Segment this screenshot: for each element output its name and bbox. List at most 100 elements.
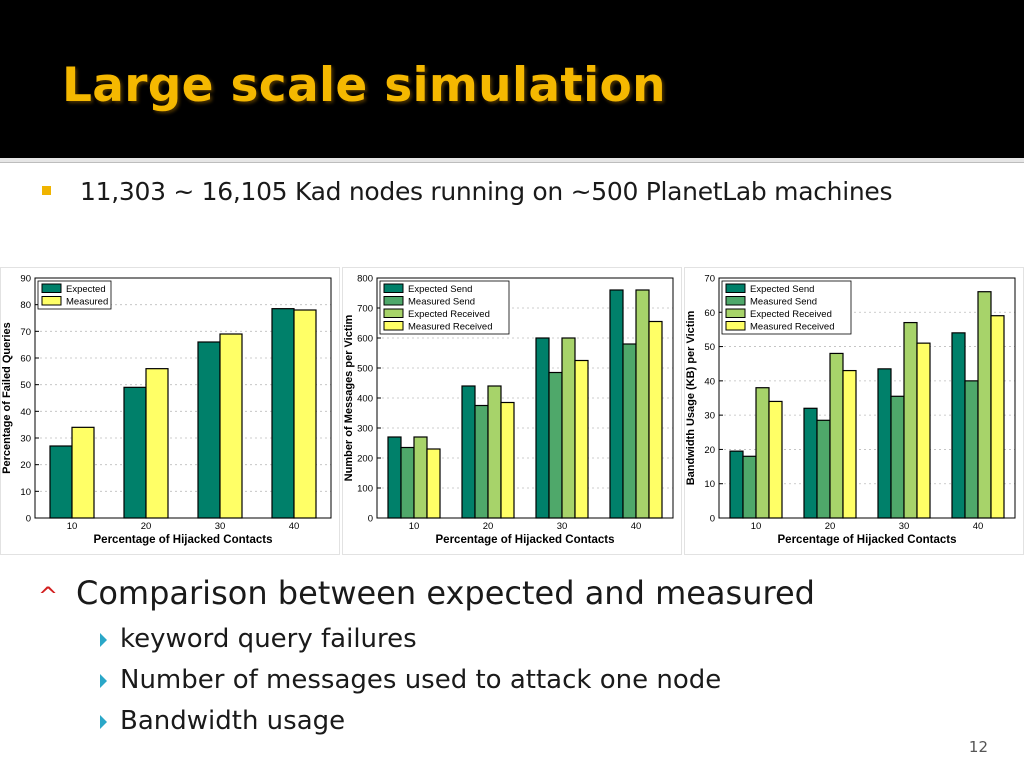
chart-bandwidth-usage: 0 10 20 30 40 50 60 70 10 20 30 40 Percentage of Hij… [684, 267, 1024, 555]
x-axis-label: Percentage of Hijacked Contacts [778, 534, 957, 546]
y-tick-label: 100 [357, 484, 373, 495]
legend-label: Expected Send [750, 284, 814, 295]
bullet-text-nodes: 11,303 ~ 16,105 Kad nodes running on ~50… [80, 177, 893, 206]
y-tick-label: 80 [20, 300, 31, 311]
bar [964, 380, 979, 519]
page-number: 12 [968, 738, 988, 756]
legend-swatch [383, 296, 404, 306]
bar [500, 401, 515, 519]
legend-label: Measured Received [408, 322, 493, 333]
chart-messages-per-victim: 0 100 200 300 400 500 600 700 800 10 20 30 40 Percent… [342, 267, 682, 555]
bar [487, 385, 502, 519]
section-heading: Comparison between expected and measured [76, 574, 815, 612]
x-tick-label: 20 [141, 521, 152, 532]
triangle-bullet-icon [100, 715, 107, 729]
legend-label: Measured [66, 297, 108, 308]
y-tick-label: 90 [20, 274, 31, 285]
bar [990, 315, 1005, 519]
bar [877, 368, 892, 519]
y-tick-label: 70 [704, 274, 715, 285]
legend-swatch [41, 283, 62, 293]
bar [197, 341, 221, 519]
y-tick-label: 600 [357, 334, 373, 345]
bar [271, 308, 295, 519]
y-tick-label: 30 [20, 434, 31, 445]
x-tick-label: 30 [899, 521, 910, 532]
y-tick-label: 300 [357, 424, 373, 435]
triangle-bullet-icon [100, 633, 107, 647]
bar [548, 371, 563, 519]
chart-svg: 0 10 20 30 40 50 60 70 10 20 30 40 Percentage of Hij… [685, 274, 1016, 546]
triangle-bullet-icon [100, 674, 107, 688]
legend-label: Expected Received [408, 309, 490, 320]
chart-svg: 0 10 20 30 40 50 60 70 80 90 10 20 30 40 Percentage of… [1, 274, 332, 546]
sub-bullet-text: keyword query failures [120, 624, 417, 654]
plot-frame [376, 277, 674, 519]
bar [816, 419, 831, 519]
caret-bullet-icon: ^ [38, 582, 59, 610]
bar [951, 332, 966, 519]
bar [49, 445, 73, 519]
legend-label: Measured Send [750, 297, 817, 308]
bar [413, 436, 428, 519]
legend-swatch [41, 296, 62, 306]
y-tick-label: 200 [357, 454, 373, 465]
x-tick-label: 10 [67, 521, 78, 532]
y-tick-label: 50 [704, 342, 715, 353]
y-tick-label: 50 [20, 380, 31, 391]
bar [890, 395, 905, 519]
legend-swatch [383, 308, 404, 318]
bar [903, 321, 918, 519]
bar [622, 343, 637, 519]
legend-label: Measured Send [408, 297, 475, 308]
bar [755, 387, 770, 519]
y-tick-label: 60 [20, 354, 31, 365]
bar [742, 455, 757, 519]
legend-swatch [725, 321, 746, 331]
y-tick-label: 800 [357, 274, 373, 285]
legend-swatch [383, 283, 404, 293]
y-tick-label: 0 [710, 514, 715, 525]
bar [977, 291, 992, 519]
title-divider [0, 158, 1024, 163]
x-tick-label: 20 [483, 521, 494, 532]
bar [400, 446, 415, 519]
y-tick-label: 0 [368, 514, 373, 525]
bar [123, 386, 147, 519]
y-tick-label: 20 [704, 445, 715, 456]
y-tick-label: 40 [20, 407, 31, 418]
bar [803, 407, 818, 519]
bar [768, 400, 783, 519]
legend-label: Expected Received [750, 309, 832, 320]
bar [635, 289, 650, 519]
title-bar: Large scale simulation [0, 0, 1024, 158]
bar [842, 369, 857, 519]
plot-frame [34, 277, 332, 519]
bar [387, 436, 402, 519]
y-tick-label: 60 [704, 308, 715, 319]
legend-swatch [725, 283, 746, 293]
y-tick-label: 10 [20, 487, 31, 498]
bar [574, 359, 589, 519]
bar [461, 385, 476, 519]
legend-swatch [725, 308, 746, 318]
legend-swatch [383, 321, 404, 331]
y-axis-label: Number of Messages per Victim [343, 314, 355, 481]
bar [829, 352, 844, 519]
y-axis-label: Bandwidth Usage (KB) per Victim [685, 310, 697, 485]
slide-title: Large scale simulation [62, 58, 666, 113]
bar [535, 337, 550, 519]
y-tick-label: 400 [357, 394, 373, 405]
y-tick-label: 70 [20, 327, 31, 338]
square-bullet-icon [42, 186, 51, 195]
bar [916, 342, 931, 519]
x-tick-label: 30 [215, 521, 226, 532]
legend-label: Expected Send [408, 284, 472, 295]
x-tick-label: 40 [973, 521, 984, 532]
y-tick-label: 40 [704, 376, 715, 387]
bar [219, 333, 243, 519]
plot-frame [718, 277, 1016, 519]
legend-label: Measured Received [750, 322, 835, 333]
y-axis-label: Percentage of Failed Queries [1, 322, 13, 474]
bar [609, 289, 624, 519]
